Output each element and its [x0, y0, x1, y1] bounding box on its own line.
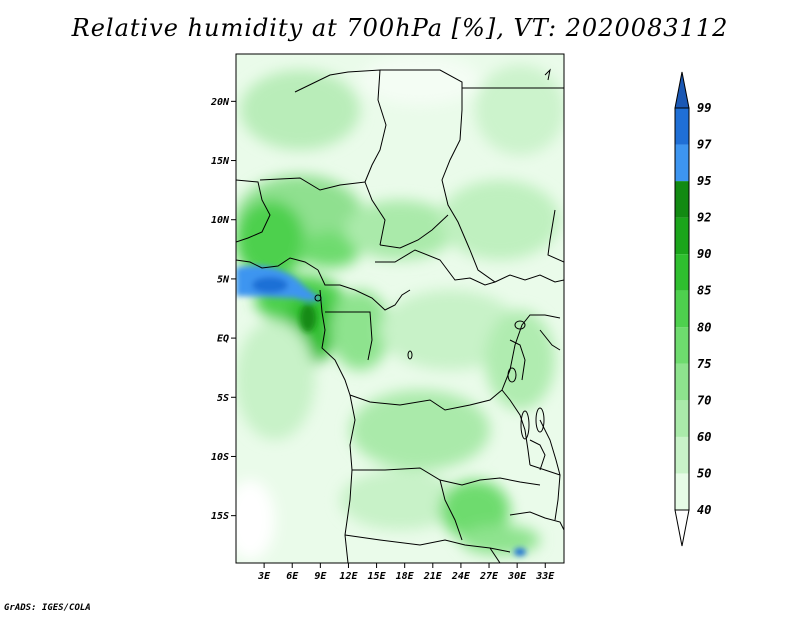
colorbar-level-label: 70: [697, 393, 711, 407]
colorbar-level-label: 60: [697, 430, 711, 444]
colorbar-segment: [675, 254, 689, 291]
lat-tick-label: 10S: [211, 452, 229, 463]
colorbar-level-label: 80: [697, 320, 711, 334]
country-borders: [236, 68, 564, 563]
lat-tick-label: 5N: [217, 274, 230, 285]
lat-tick-label: 15S: [211, 511, 229, 522]
lon-tick-label: 24E: [451, 571, 471, 582]
lon-tick-label: 15E: [368, 571, 387, 582]
colorbar-segment: [675, 181, 689, 218]
lat-tick-label: 10N: [211, 215, 230, 226]
lon-tick-label: 33E: [535, 571, 555, 582]
colorbar-level-label: 99: [697, 101, 711, 115]
colorbar-segment: [675, 217, 689, 255]
colorbar-segment: [675, 473, 689, 510]
lon-tick-label: 12E: [339, 571, 358, 582]
lon-tick-label: 9E: [314, 571, 327, 582]
lon-tick-label: 3E: [257, 571, 271, 582]
colorbar: 40 50 60 70 75 80 85 90 92 95 97 99: [674, 71, 712, 547]
lat-tick-label: 20N: [210, 97, 230, 108]
map-title: Relative humidity at 700hPa [%], VT: 202…: [71, 14, 729, 42]
colorbar-lower-extension: [674, 509, 690, 547]
colorbar-level-label: 92: [697, 211, 711, 225]
colorbar-level-label: 97: [697, 138, 712, 152]
lon-tick-label: 27E: [479, 571, 499, 582]
colorbar-segment: [675, 327, 689, 364]
colorbar-level-label: 50: [697, 466, 711, 480]
colorbar-segment: [675, 290, 689, 328]
colorbar-segment: [675, 144, 689, 182]
lon-tick-label: 18E: [396, 571, 415, 582]
lon-tick-label: 21E: [423, 571, 443, 582]
colorbar-segment: [675, 436, 689, 474]
colorbar-level-label: 90: [697, 247, 711, 261]
lake-outlines: [314, 294, 545, 440]
lat-tick-label: 5S: [217, 393, 229, 404]
colorbar-segment: [675, 363, 689, 401]
colorbar-level-label: 85: [697, 284, 711, 298]
colorbar-segment: [675, 400, 689, 437]
lat-tick-label: 15N: [211, 156, 230, 167]
lon-tick-label: 6E: [286, 571, 299, 582]
colorbar-level-label: 75: [697, 357, 711, 371]
latitude-axis: 20N 15N 10N 5N EQ 5S 10S 15S: [210, 97, 236, 522]
grads-credit: GrADS: IGES/COLA: [4, 603, 91, 613]
colorbar-level-label: 95: [697, 174, 711, 188]
lat-tick-label: EQ: [217, 334, 229, 345]
colorbar-level-label: 40: [697, 503, 711, 517]
longitude-axis: 3E 6E 9E 12E 15E 18E 21E 24E 27E 30E 33E: [257, 563, 555, 582]
colorbar-upper-extension: [674, 71, 690, 109]
map-frame: [235, 53, 565, 564]
lon-tick-label: 30E: [507, 571, 527, 582]
colorbar-frame: [674, 107, 690, 511]
humidity-field: [236, 54, 564, 563]
colorbar-segment: [675, 108, 689, 145]
